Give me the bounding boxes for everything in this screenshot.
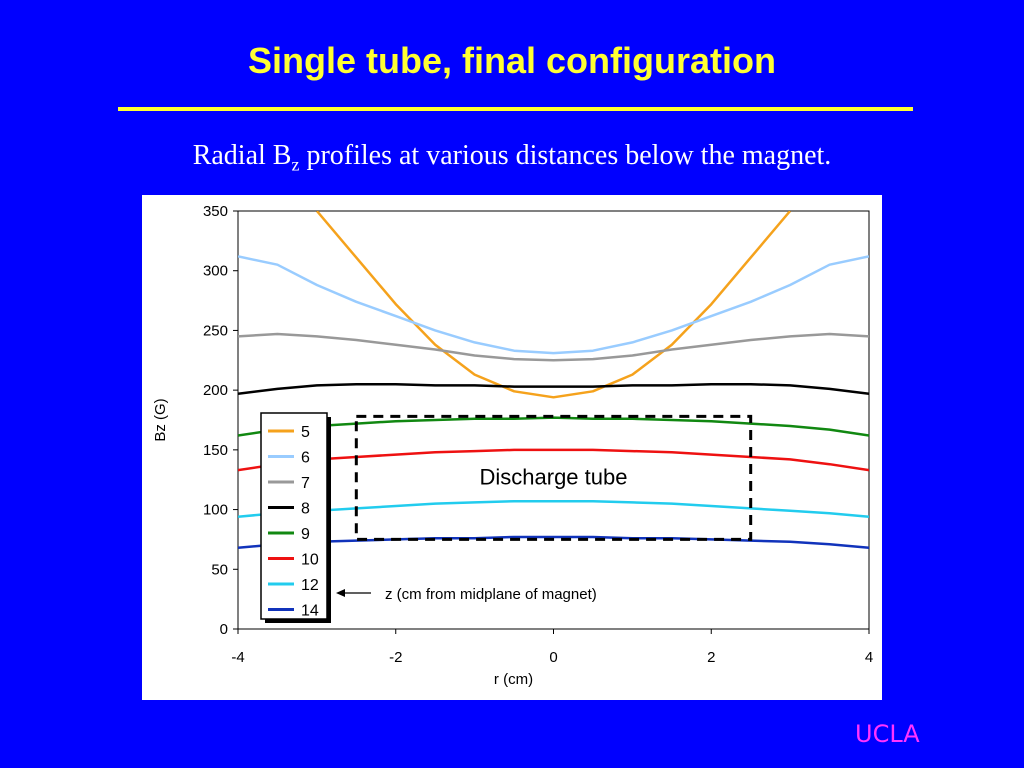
series-line-z-10	[238, 448, 869, 472]
legend-label-z-7: 7	[301, 475, 310, 492]
legend-label-z-6: 6	[301, 450, 310, 467]
series-line-z-6	[238, 255, 869, 355]
legend-label-z-14: 14	[301, 603, 319, 620]
chart-panel: 0 50 100 150 200 250 300 350 -4 -2 0 2 4 r (cm) Bz (G)…	[142, 195, 882, 700]
legend-label-z-8: 8	[301, 501, 310, 518]
y-tick-label: 150	[203, 442, 228, 459]
subtitle-subscript: z	[291, 154, 300, 175]
bz-profile-chart: 0 50 100 150 200 250 300 350 -4 -2 0 2 4 r (cm) Bz (G)…	[152, 203, 873, 688]
series-line-z-14	[238, 535, 869, 550]
series-line-z-9	[238, 416, 869, 437]
legend-label-z-10: 10	[301, 552, 319, 569]
legend-pointer-arrowhead	[336, 589, 345, 597]
legend-label-z-5: 5	[301, 424, 310, 441]
y-axis-label: Bz (G)	[152, 398, 169, 441]
x-tick-label: 4	[865, 649, 873, 666]
y-tick-label: 0	[220, 621, 228, 638]
y-tick-label: 350	[203, 203, 228, 220]
title-underline	[118, 107, 913, 111]
x-tick-label: 2	[707, 649, 715, 666]
series-line-z-12	[238, 499, 869, 518]
legend-label-z-12: 12	[301, 577, 319, 594]
footer-logo-text: UCLA	[855, 720, 920, 748]
y-tick-label: 250	[203, 322, 228, 339]
discharge-tube-label: Discharge tube	[480, 464, 628, 489]
y-tick-label: 300	[203, 263, 228, 280]
y-tick-label: 100	[203, 502, 228, 519]
x-tick-label: 0	[549, 649, 557, 666]
y-tick-label: 200	[203, 382, 228, 399]
plot-frame	[237, 210, 870, 630]
legend-label-z-9: 9	[301, 526, 310, 543]
subtitle-prefix: Radial B	[192, 140, 292, 171]
x-tick-label: -2	[389, 649, 402, 666]
subtitle-suffix: profiles at various distances below the …	[299, 140, 832, 171]
slide-title: Single tube, final configuration	[248, 40, 776, 81]
series-line-z-5	[315, 211, 792, 399]
series-line-z-7	[238, 332, 869, 362]
y-tick-label: 50	[211, 561, 228, 578]
slide-subtitle: Radial Bz profiles at various distances …	[0, 140, 1024, 176]
x-tick-label: -4	[231, 649, 244, 666]
legend-caption: z (cm from midplane of magnet)	[385, 586, 597, 603]
x-axis-label: r (cm)	[494, 671, 533, 688]
discharge-tube-box	[354, 414, 753, 541]
series-line-z-8	[238, 382, 869, 395]
